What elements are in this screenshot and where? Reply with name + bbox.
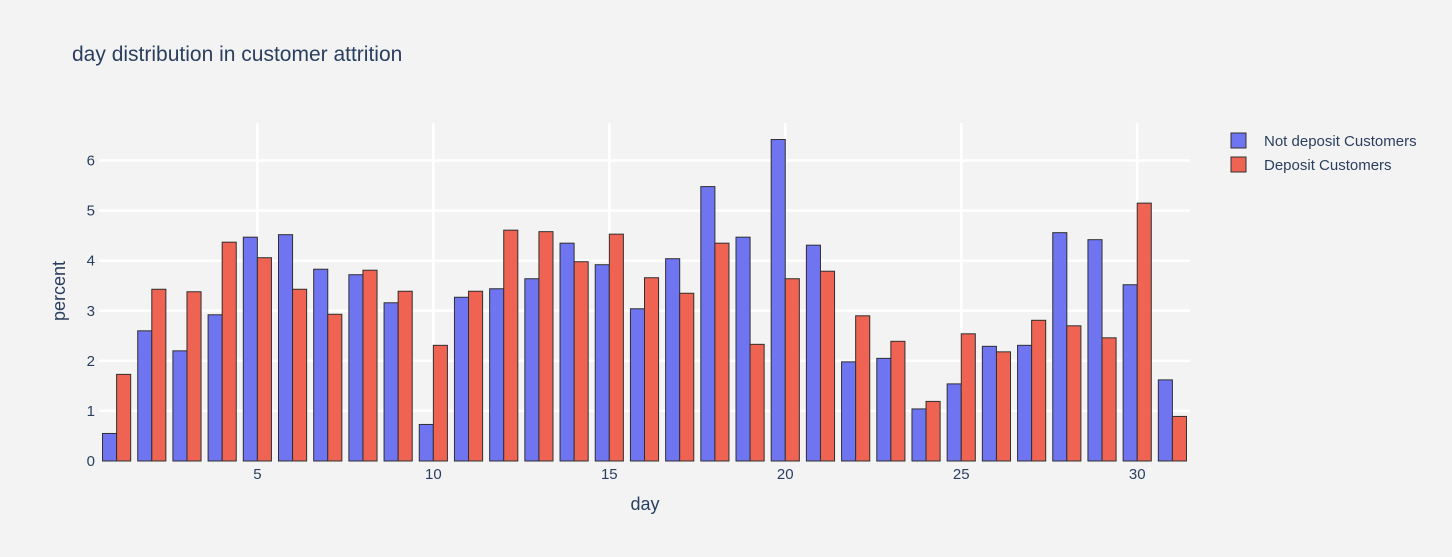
- bar-not-deposit: [277, 234, 294, 462]
- bar-deposit: [397, 290, 413, 462]
- bar-deposit: [1066, 325, 1082, 462]
- bar-not-deposit: [1122, 284, 1138, 462]
- legend-label: Not deposit Customers: [1264, 133, 1417, 150]
- bar-deposit: [468, 290, 484, 462]
- bar-deposit: [292, 288, 308, 462]
- legend-swatch: [1230, 132, 1247, 149]
- y-tick-label: 5: [87, 203, 95, 220]
- bar-not-deposit: [1052, 232, 1068, 462]
- bar-not-deposit: [207, 314, 223, 462]
- bar-not-deposit: [841, 361, 857, 462]
- x-tick-label: 15: [601, 466, 618, 483]
- bar-not-deposit: [313, 268, 329, 462]
- x-tick-label: 10: [425, 466, 442, 483]
- legend-swatch: [1230, 156, 1247, 173]
- bar-deposit: [432, 344, 448, 462]
- bar-deposit: [608, 233, 624, 462]
- y-tick-label: 6: [87, 153, 95, 170]
- x-tick-label: 20: [777, 466, 794, 483]
- bar-deposit: [890, 340, 906, 462]
- bar-deposit: [784, 278, 800, 462]
- bar-deposit: [749, 343, 765, 462]
- bar-not-deposit: [524, 278, 540, 462]
- bar-deposit: [679, 292, 695, 462]
- bar-deposit: [327, 313, 343, 462]
- bar-deposit: [221, 241, 237, 462]
- bars: [102, 139, 1187, 462]
- bar-deposit: [186, 291, 202, 462]
- y-axis-title: percent: [49, 261, 69, 321]
- bar-deposit: [855, 315, 871, 462]
- chart-title: day distribution in customer attrition: [72, 43, 402, 66]
- bar-not-deposit: [911, 408, 927, 462]
- bar-deposit: [1136, 202, 1152, 462]
- bar-not-deposit: [981, 345, 997, 462]
- bar-deposit: [151, 288, 167, 462]
- bar-not-deposit: [559, 242, 575, 462]
- y-tick-label: 2: [87, 353, 95, 370]
- bar-not-deposit: [489, 288, 505, 462]
- bar-not-deposit: [805, 244, 821, 462]
- bar-not-deposit: [102, 432, 118, 462]
- bar-not-deposit: [876, 357, 892, 462]
- bar-not-deposit: [1157, 379, 1173, 462]
- y-tick-label: 4: [87, 253, 95, 270]
- bar-not-deposit: [770, 139, 786, 462]
- bar-deposit: [503, 229, 519, 462]
- y-tick-label: 3: [87, 303, 95, 320]
- legend: Not deposit Customers Deposit Customers: [1230, 132, 1417, 174]
- bar-deposit: [644, 277, 660, 462]
- legend-label: Deposit Customers: [1264, 157, 1392, 174]
- bar-deposit: [960, 333, 976, 462]
- bar-not-deposit: [665, 258, 681, 462]
- bar-deposit: [1101, 337, 1117, 462]
- bar-not-deposit: [137, 330, 153, 462]
- bar-not-deposit: [242, 236, 258, 462]
- bar-not-deposit: [700, 186, 716, 462]
- bar-deposit: [1031, 319, 1047, 462]
- bar-not-deposit: [453, 296, 470, 462]
- y-axis-ticks: 0 1 2 3 4 5 6: [87, 153, 95, 470]
- bar-not-deposit: [348, 274, 364, 462]
- bar-deposit: [925, 400, 941, 462]
- x-tick-label: 5: [253, 466, 261, 483]
- bar-deposit: [116, 373, 132, 462]
- bar-deposit: [819, 270, 836, 462]
- bar-deposit: [256, 257, 272, 462]
- y-tick-label: 0: [87, 453, 95, 470]
- bar-deposit: [714, 242, 730, 462]
- bar-deposit: [995, 351, 1012, 462]
- bar-not-deposit: [946, 383, 962, 462]
- x-tick-label: 25: [953, 466, 970, 483]
- bar-deposit: [538, 231, 554, 462]
- bar-not-deposit: [383, 302, 399, 462]
- x-tick-label: 30: [1129, 466, 1146, 483]
- bar-not-deposit: [1087, 239, 1103, 462]
- x-axis-title: day: [630, 494, 659, 514]
- bar-not-deposit: [629, 308, 645, 462]
- bar-not-deposit: [418, 423, 434, 462]
- bar-not-deposit: [172, 350, 188, 462]
- bar-not-deposit: [735, 236, 751, 462]
- bar-deposit: [362, 269, 378, 462]
- bar-deposit: [1171, 415, 1187, 462]
- bar-not-deposit: [594, 264, 610, 462]
- bar-not-deposit: [1017, 344, 1033, 462]
- bar-deposit: [573, 261, 589, 462]
- x-axis-ticks: 5 10 15 20 25 30: [253, 466, 1145, 483]
- y-tick-label: 1: [87, 403, 95, 420]
